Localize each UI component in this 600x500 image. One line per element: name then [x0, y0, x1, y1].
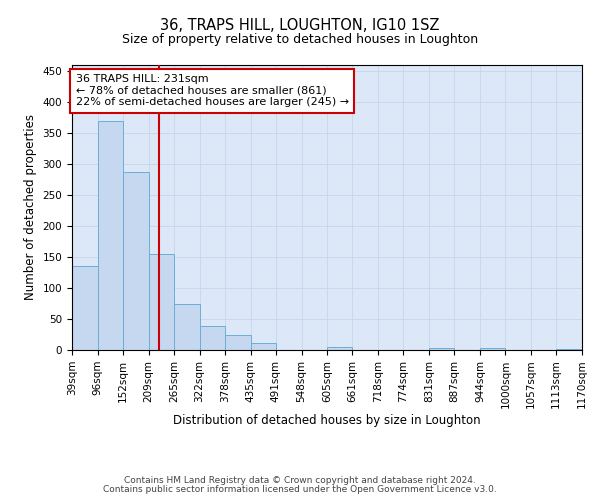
- Bar: [123, 172, 149, 350]
- Bar: [72, 266, 98, 350]
- Bar: [98, 121, 123, 350]
- Bar: [556, 349, 582, 350]
- Bar: [480, 348, 505, 350]
- X-axis label: Distribution of detached houses by size in Loughton: Distribution of detached houses by size …: [173, 414, 481, 427]
- Y-axis label: Number of detached properties: Number of detached properties: [24, 114, 37, 300]
- Bar: [225, 334, 251, 350]
- Bar: [200, 326, 225, 350]
- Bar: [251, 342, 276, 350]
- Bar: [149, 254, 174, 350]
- Text: Size of property relative to detached houses in Loughton: Size of property relative to detached ho…: [122, 32, 478, 46]
- Bar: [174, 304, 200, 350]
- Bar: [327, 347, 352, 350]
- Text: Contains public sector information licensed under the Open Government Licence v3: Contains public sector information licen…: [103, 485, 497, 494]
- Bar: [429, 348, 454, 350]
- Text: 36, TRAPS HILL, LOUGHTON, IG10 1SZ: 36, TRAPS HILL, LOUGHTON, IG10 1SZ: [160, 18, 440, 32]
- Text: 36 TRAPS HILL: 231sqm
← 78% of detached houses are smaller (861)
22% of semi-det: 36 TRAPS HILL: 231sqm ← 78% of detached …: [76, 74, 349, 108]
- Text: Contains HM Land Registry data © Crown copyright and database right 2024.: Contains HM Land Registry data © Crown c…: [124, 476, 476, 485]
